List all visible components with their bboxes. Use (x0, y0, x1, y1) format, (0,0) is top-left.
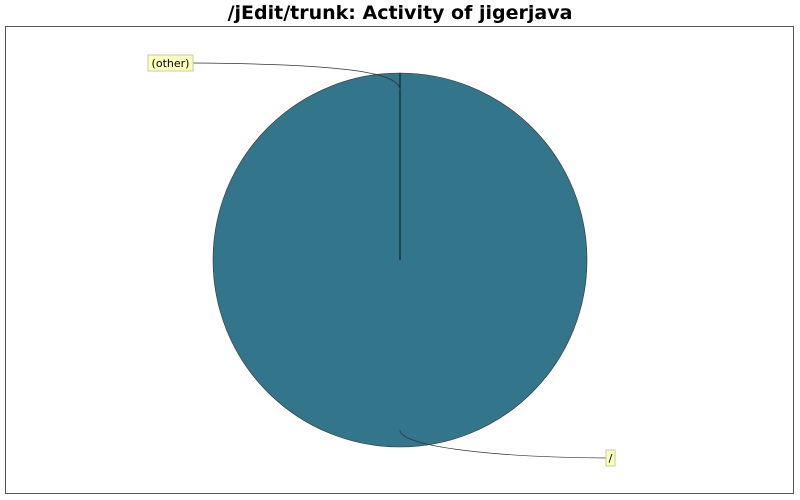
pie-labels: / (other) (147, 54, 616, 467)
label-leader-1 (192, 62, 401, 91)
slice-label-box-0 (605, 449, 616, 467)
label-leader-0 (399, 429, 607, 459)
slice-label-1: (other) (152, 57, 190, 70)
pie-slices (212, 72, 588, 448)
slice-label-0: / (609, 452, 613, 465)
chart-title: /jEdit/trunk: Activity of jigerjava (227, 2, 573, 24)
slice-label-box-1 (147, 54, 194, 72)
